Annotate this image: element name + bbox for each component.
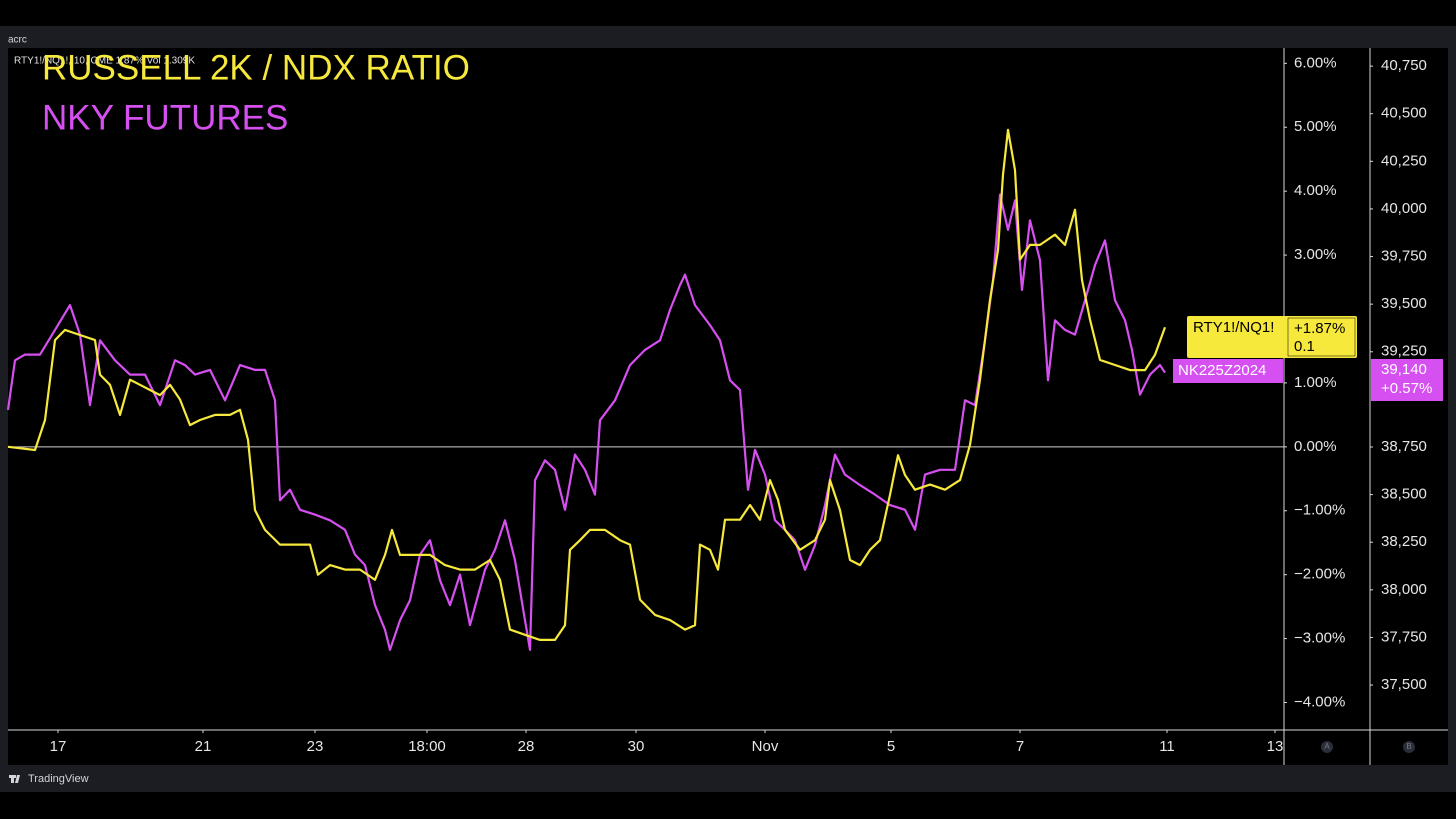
x-tick-label: 23	[307, 738, 324, 755]
y2-tick-label: 37,750	[1381, 628, 1427, 645]
x-tick-label: 28	[518, 738, 535, 755]
nky-tag-price: 39,140	[1381, 361, 1427, 378]
y-tick-label: 6.00%	[1294, 54, 1337, 71]
y-tick-label: −1.00%	[1294, 502, 1345, 519]
x-tick-label: 5	[887, 738, 895, 755]
x-tick-label: 7	[1016, 738, 1024, 755]
brand: TradingView	[28, 773, 89, 785]
y2-tick-label: 40,000	[1381, 200, 1427, 217]
ratio-tag-change: +1.87%	[1294, 320, 1345, 337]
y-tick-label: 0.00%	[1294, 438, 1337, 455]
nky-tag-change: +0.57%	[1381, 380, 1432, 397]
x-tick-label: 11	[1159, 738, 1175, 755]
legend-nky: NKY FUTURES	[42, 98, 288, 137]
axis-button-label[interactable]: B	[1406, 742, 1411, 751]
workspace-name: acrc	[8, 35, 27, 46]
ratio-tag-value: 0.1	[1294, 338, 1315, 355]
y-tick-label: 3.00%	[1294, 246, 1337, 263]
brand-logo	[9, 775, 20, 783]
x-tick-label: 17	[50, 738, 67, 755]
y2-tick-label: 40,750	[1381, 57, 1427, 74]
nky-tag-symbol: NK225Z2024	[1178, 362, 1266, 379]
y2-tick-label: 39,750	[1381, 248, 1427, 265]
plot	[6, 128, 1284, 651]
legend-ratio: RUSSELL 2K / NDX RATIO	[42, 48, 470, 87]
x-tick-label: 13	[1267, 738, 1284, 755]
y2-tick-label: 39,250	[1381, 343, 1427, 360]
y2-tick-label: 38,500	[1381, 486, 1427, 503]
bottom-bar	[0, 765, 1456, 792]
y2-tick-label: 37,500	[1381, 676, 1427, 693]
y-tick-label: −3.00%	[1294, 630, 1345, 647]
x-tick-label: 21	[195, 738, 212, 755]
y2-tick-label: 39,500	[1381, 295, 1427, 312]
left-edge	[0, 48, 8, 765]
series-line	[6, 193, 1166, 651]
y-tick-label: −4.00%	[1294, 693, 1345, 710]
y-tick-label: −2.00%	[1294, 566, 1345, 583]
y-tick-label: 4.00%	[1294, 182, 1337, 199]
y-tick-label: 5.00%	[1294, 118, 1337, 135]
y-tick-label: 1.00%	[1294, 374, 1337, 391]
ratio-tag-symbol: RTY1!/NQ1!	[1193, 319, 1274, 336]
y2-tick-label: 40,500	[1381, 105, 1427, 122]
y2-tick-label: 38,000	[1381, 581, 1427, 598]
axis-button-label[interactable]: A	[1324, 742, 1330, 751]
symbol-header: RTY1!/NQ1!, 10, CME 1.87% Vol 1.309K	[14, 56, 195, 67]
nky-price-tag	[1371, 359, 1443, 401]
x-tick-label: 30	[628, 738, 645, 755]
y2-tick-label: 38,750	[1381, 438, 1427, 455]
x-tick-label: 18:00	[408, 738, 446, 755]
axis-button[interactable]	[1403, 741, 1415, 753]
top-bar	[0, 26, 1456, 48]
axis-button[interactable]	[1321, 741, 1333, 753]
x-tick-label: Nov	[752, 738, 779, 755]
ratio-price-tag-box	[1287, 317, 1356, 357]
series-line	[7, 128, 1167, 641]
nky-symbol-tag	[1173, 359, 1283, 383]
y2-tick-label: 40,250	[1381, 152, 1427, 169]
y2-tick-label: 38,250	[1381, 533, 1427, 550]
right-edge	[1448, 48, 1456, 765]
